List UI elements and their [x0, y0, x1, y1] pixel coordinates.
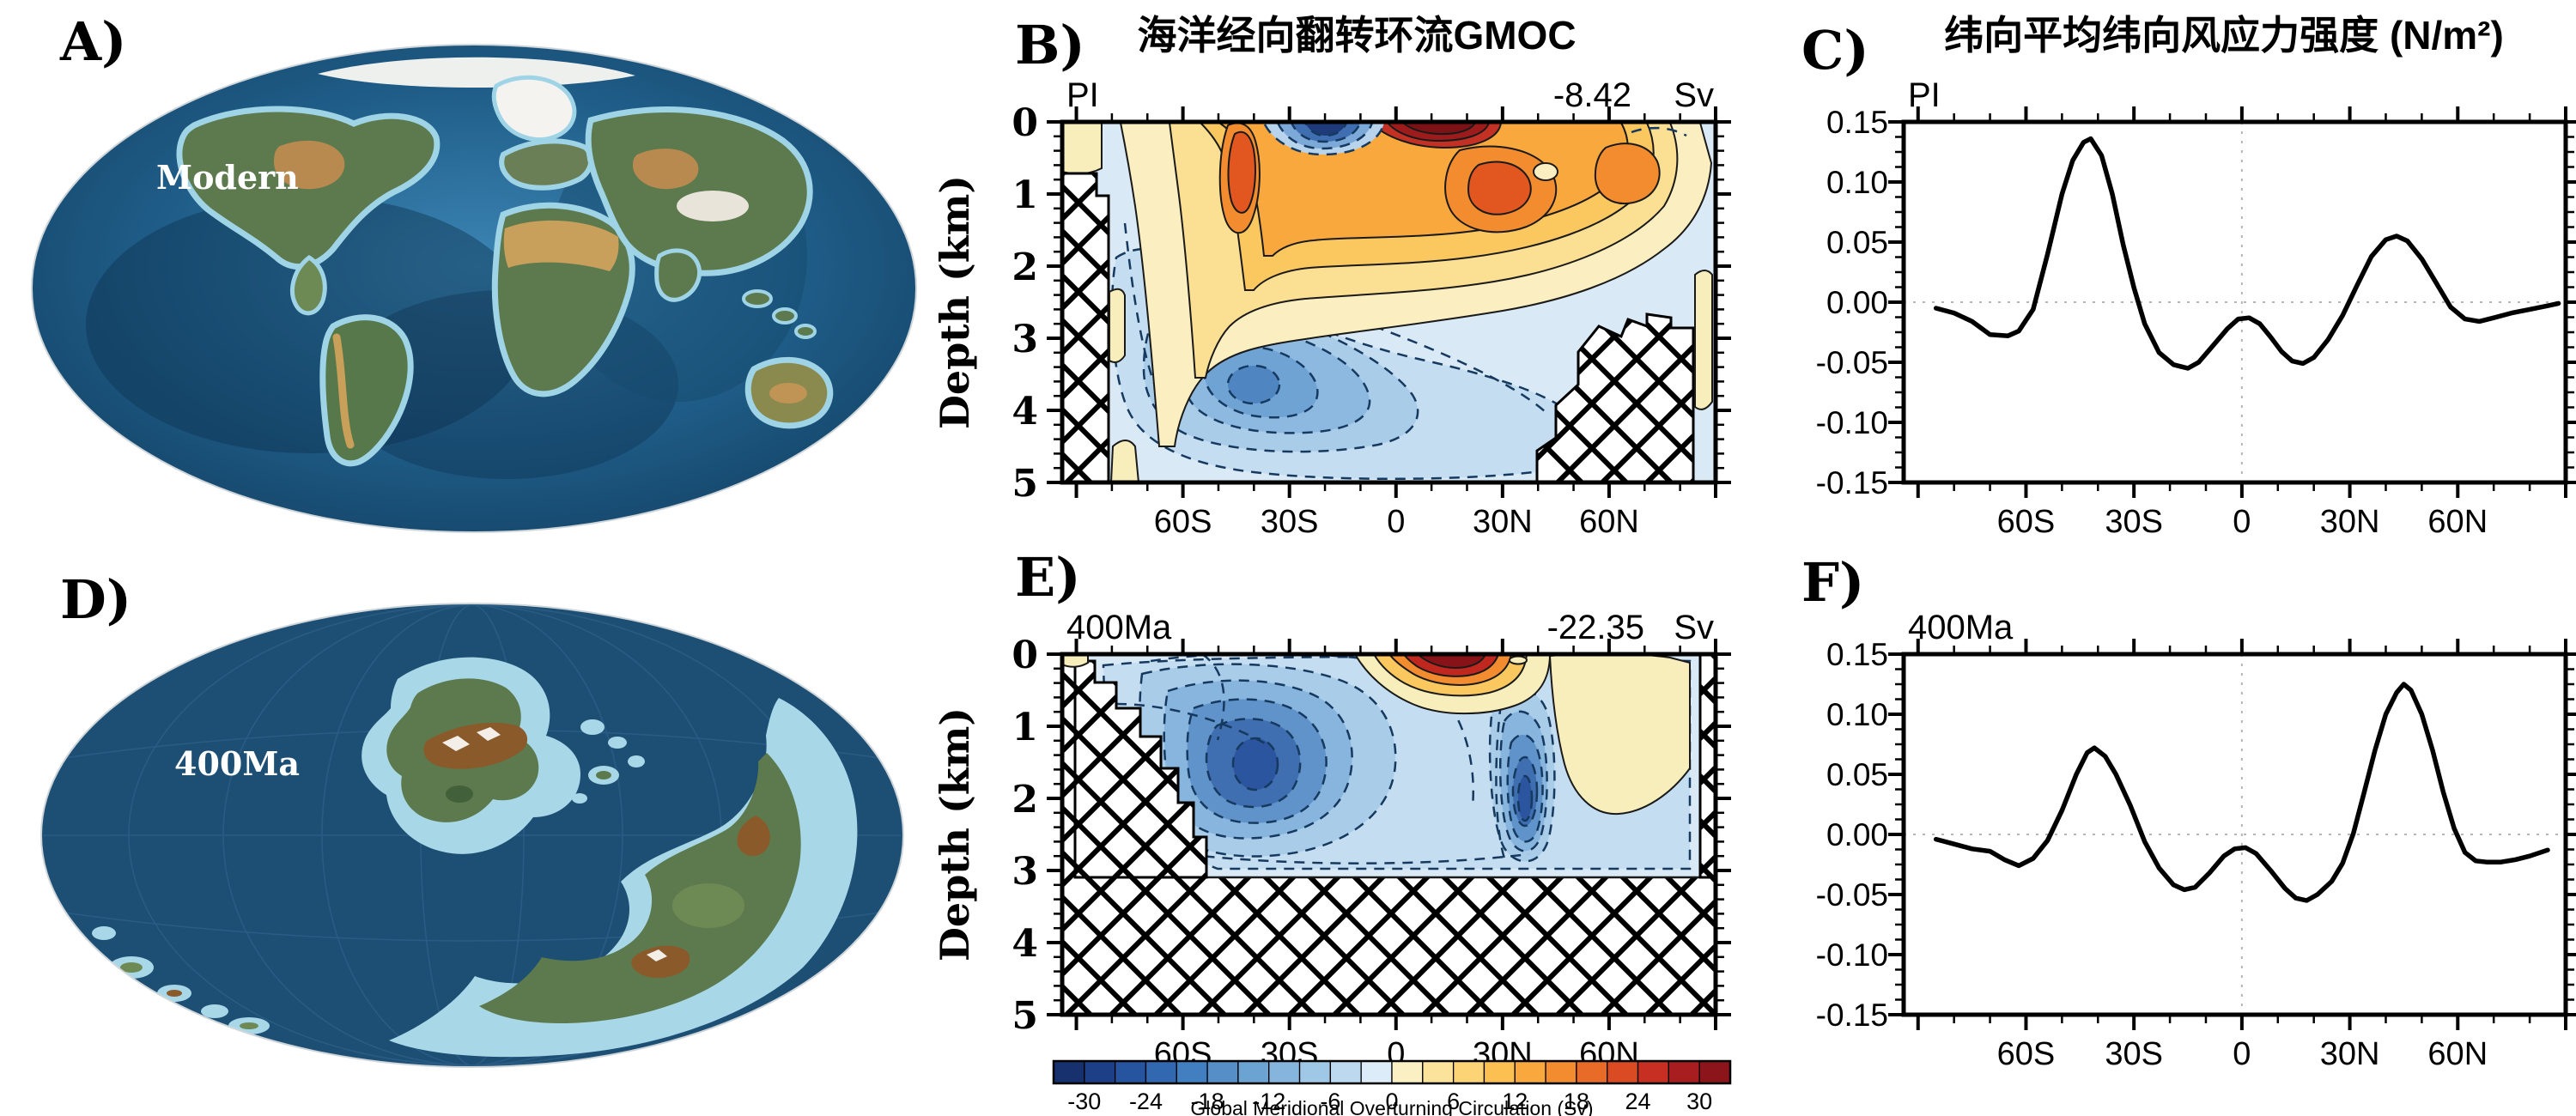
svg-text:24: 24 [1625, 1089, 1651, 1114]
svg-text:4: 4 [1012, 922, 1038, 966]
svg-text:3: 3 [1012, 318, 1038, 361]
svg-text:30N: 30N [2320, 1036, 2380, 1072]
gmoc-pi-extremum: -8.42 [1553, 76, 1631, 114]
svg-text:0.10: 0.10 [1826, 697, 1888, 732]
map-modern: Modern [31, 44, 917, 533]
depth-axis-label-e: Depth (km) [932, 707, 978, 961]
gmoc-400ma-field [1062, 654, 1716, 1015]
colorbar-caption: Global Meridional Overturning Circulatio… [1190, 1097, 1594, 1116]
gmoc-pi-field [1062, 122, 1716, 482]
svg-text:6: 6 [1447, 1089, 1460, 1114]
panel-label-e: E) [1015, 546, 1081, 609]
svg-text:-12: -12 [1252, 1089, 1285, 1114]
svg-text:4: 4 [1012, 390, 1038, 434]
svg-text:0: 0 [1387, 504, 1405, 540]
svg-text:-0.10: -0.10 [1816, 937, 1888, 973]
svg-text:1: 1 [1012, 706, 1038, 749]
svg-text:-0.05: -0.05 [1816, 345, 1888, 380]
svg-text:0: 0 [2233, 504, 2251, 540]
panel-label-a: A) [60, 10, 127, 73]
windstress-400ma-frame [1901, 652, 2568, 1017]
map-modern-globe [32, 45, 916, 532]
gmoc-400ma-tag: 400Ma [1066, 609, 1172, 646]
windstress-400ma-curve [1933, 682, 2550, 903]
gmoc-pi-frame [1060, 119, 1718, 485]
map-modern-label: Modern [156, 158, 299, 197]
svg-text:0.00: 0.00 [1826, 817, 1888, 852]
map-400ma-outline [40, 603, 904, 1068]
panel-label-b: B) [1015, 14, 1085, 76]
svg-text:0: 0 [1012, 634, 1038, 677]
svg-text:30S: 30S [2105, 504, 2163, 540]
svg-text:2: 2 [1012, 778, 1038, 822]
svg-text:-0.10: -0.10 [1816, 405, 1888, 440]
svg-text:-24: -24 [1129, 1089, 1163, 1114]
svg-text:-6: -6 [1320, 1089, 1340, 1114]
svg-text:0: 0 [1012, 101, 1038, 145]
svg-text:5: 5 [1012, 994, 1038, 1038]
gmoc-column-title: 海洋经向翻转环流GMOC [1137, 13, 1577, 58]
windstress-pi-tag: PI [1908, 76, 1941, 114]
gmoc-pi-tag: PI [1066, 76, 1099, 114]
svg-text:5: 5 [1012, 462, 1038, 506]
panel-label-f: F) [1801, 551, 1865, 614]
svg-text:0.05: 0.05 [1826, 757, 1888, 792]
svg-text:30S: 30S [1261, 504, 1319, 540]
windstress-pi-axes: 0.15 0.10 0.05 0.00 -0.05 -0.10 -0.15 60S 30S 0 30… [1816, 105, 2576, 540]
svg-text:60N: 60N [1579, 504, 1639, 540]
map-modern-outline [31, 44, 917, 533]
svg-text:0.10: 0.10 [1826, 165, 1888, 200]
svg-text:0: 0 [1385, 1089, 1398, 1114]
map-400ma-label: 400Ma [174, 744, 300, 783]
svg-text:0.15: 0.15 [1826, 637, 1888, 672]
svg-text:30N: 30N [2320, 504, 2380, 540]
svg-text:3: 3 [1012, 850, 1038, 894]
svg-text:0: 0 [2233, 1036, 2251, 1072]
gmoc-400ma-frame [1060, 652, 1718, 1017]
gmoc-pi-plot: PI -8.42 Sv Depth (km) [932, 76, 1731, 540]
gmoc-pi-axes: 0 1 2 3 4 5 60S 30S 0 30N 60N [1012, 101, 1731, 540]
svg-text:60N: 60N [2427, 1036, 2488, 1072]
depth-axis-label-b: Depth (km) [932, 175, 978, 429]
svg-text:18: 18 [1564, 1089, 1589, 1114]
svg-text:12: 12 [1502, 1089, 1528, 1114]
svg-text:-0.15: -0.15 [1816, 998, 1888, 1033]
svg-text:60S: 60S [1997, 1036, 2056, 1072]
svg-text:-0.15: -0.15 [1816, 465, 1888, 500]
svg-text:60S: 60S [1997, 504, 2056, 540]
map-400ma: 400Ma [40, 603, 904, 1068]
windstress-pi-plot: PI 0.15 0.10 0.05 0.00 -0.05 -0.10 -0.15 60S 30S… [1816, 76, 2576, 540]
svg-text:0.00: 0.00 [1826, 285, 1888, 320]
svg-text:0.05: 0.05 [1826, 225, 1888, 260]
gmoc-400ma-extremum: -22.35 [1547, 609, 1644, 646]
gmoc-400ma-plot: 400Ma -22.35 Sv Depth (km) [932, 609, 1731, 1072]
svg-text:-18: -18 [1191, 1089, 1224, 1114]
svg-text:1: 1 [1012, 173, 1038, 217]
windstress-400ma-tag: 400Ma [1908, 609, 2014, 646]
wind-column-title: 纬向平均纬向风应力强度 (N/m²) [1944, 13, 2504, 58]
svg-text:-30: -30 [1067, 1089, 1101, 1114]
svg-text:60N: 60N [2427, 504, 2488, 540]
map-400ma-globe [41, 603, 903, 1067]
svg-text:30S: 30S [2105, 1036, 2163, 1072]
windstress-pi-frame [1901, 119, 2568, 485]
svg-text:2: 2 [1012, 246, 1038, 289]
panel-label-d: D) [60, 568, 132, 631]
svg-text:-0.05: -0.05 [1816, 877, 1888, 913]
svg-text:30: 30 [1686, 1089, 1712, 1114]
svg-text:0.15: 0.15 [1826, 105, 1888, 140]
gmoc-pi-unit: Sv [1674, 76, 1714, 114]
svg-text:60S: 60S [1154, 504, 1212, 540]
windstress-pi-curve [1933, 136, 2561, 371]
gmoc-colorbar: -30 -24 -18 -12 -6 0 6 12 18 24 30 [1052, 1059, 1732, 1114]
gmoc-400ma-unit: Sv [1674, 609, 1714, 646]
windstress-400ma-axes: 0.15 0.10 0.05 0.00 -0.05 -0.10 -0.15 60S 30S 0 30… [1816, 637, 2576, 1072]
windstress-400ma-plot: 400Ma 0.15 0.10 0.05 0.00 -0.05 -0.10 -0.15 60S… [1816, 609, 2576, 1072]
panel-label-c: C) [1801, 19, 1869, 82]
svg-text:30N: 30N [1473, 504, 1533, 540]
